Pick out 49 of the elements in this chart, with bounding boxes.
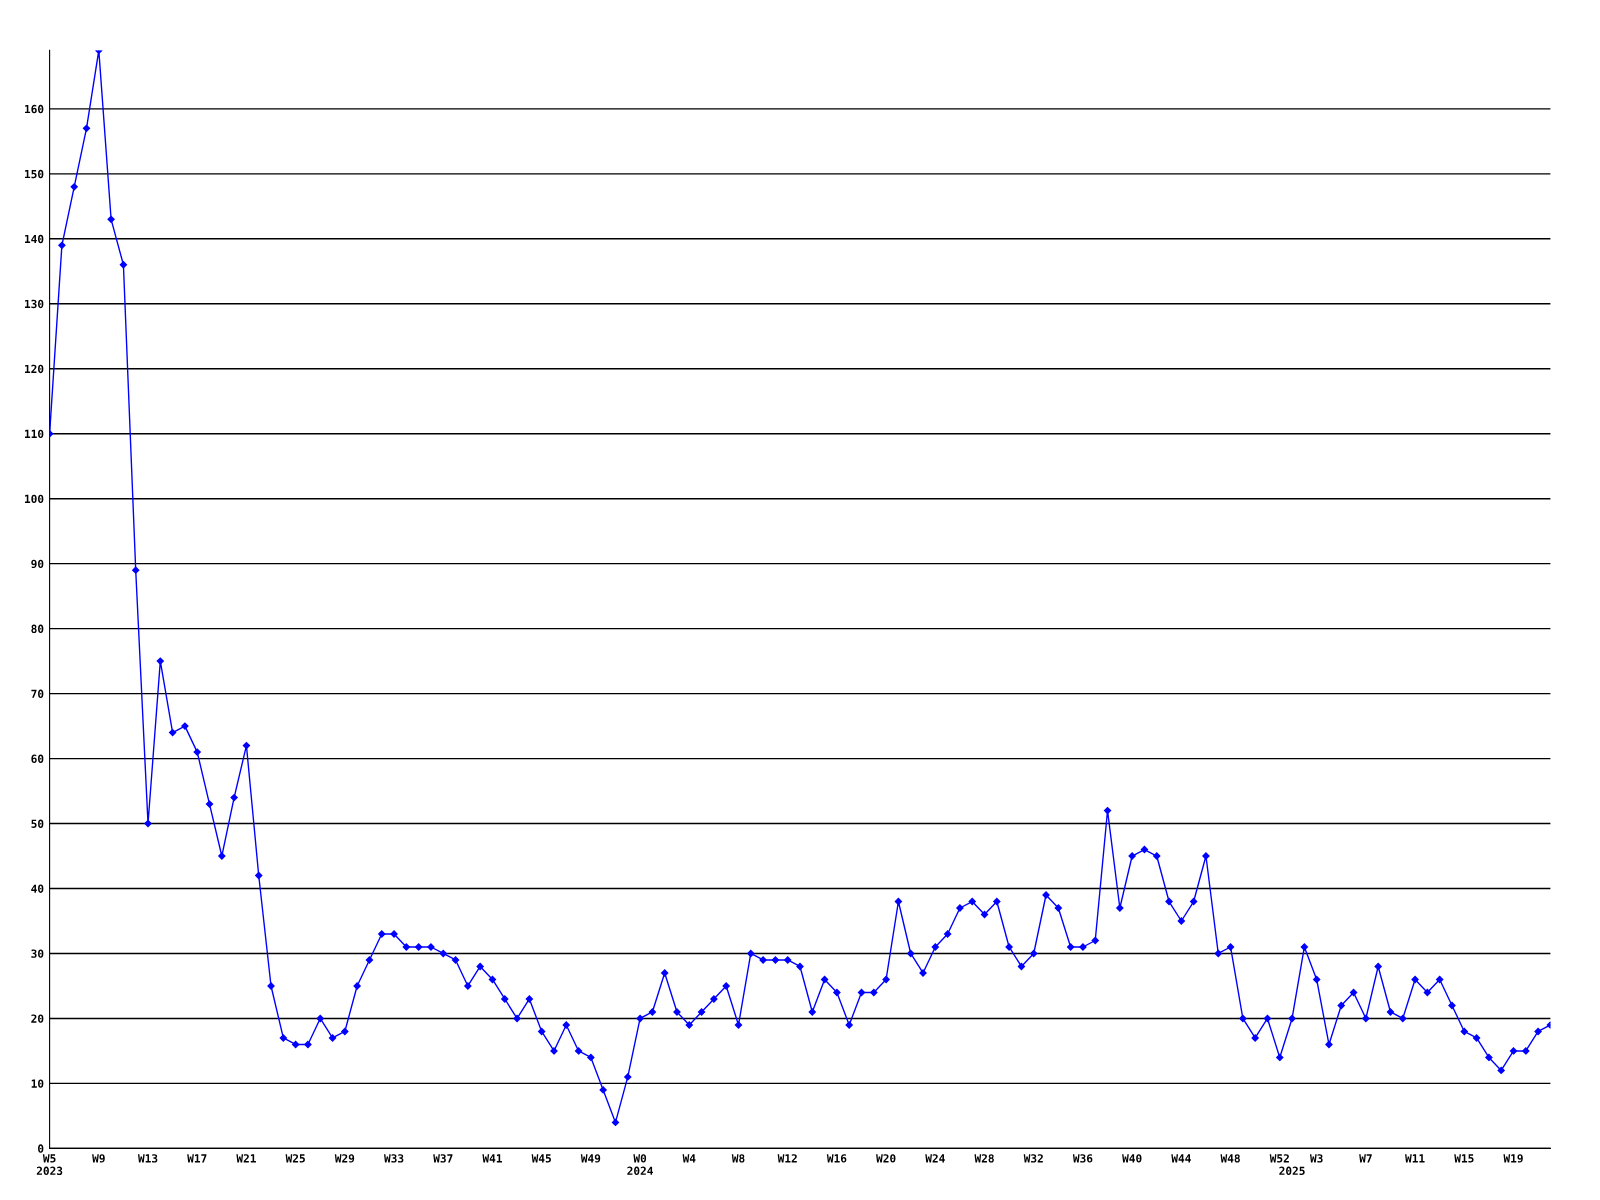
x-tick-label: W7 [1359, 1154, 1372, 1163]
x-tick-label: W20 [876, 1154, 896, 1163]
x-tick-label: W12 [777, 1154, 797, 1163]
y-tick-label: 40 [31, 884, 44, 893]
x-tick-label: W44 [1171, 1154, 1191, 1163]
x-tick-label: W21 [236, 1154, 256, 1163]
x-tick-label: W15 [1454, 1154, 1474, 1163]
y-tick-label: 140 [25, 234, 44, 244]
y-tick-label: 90 [31, 559, 44, 569]
x-tick-label: W13 [137, 1154, 158, 1163]
y-tick-label: 120 [25, 364, 44, 374]
y-tick-label: 20 [31, 1014, 44, 1023]
x-tick-label: W25 [285, 1154, 305, 1163]
x-tick-label: W32 [1023, 1154, 1043, 1163]
y-tick-label: 60 [31, 754, 44, 763]
x-tick-label: W37 [433, 1154, 453, 1163]
x-tick-label: 2025 [1279, 1166, 1305, 1175]
y-tick-label: 150 [25, 169, 44, 179]
x-tick-label: W17 [187, 1154, 207, 1163]
y-tick-label: 110 [25, 429, 44, 439]
y-tick-label: 130 [25, 299, 44, 309]
x-tick-label: W24 [925, 1154, 945, 1163]
x-tick-label: W9 [92, 1154, 105, 1163]
x-tick-label: W49 [580, 1154, 601, 1163]
y-tick-label: 10 [31, 1079, 44, 1088]
y-tick-label: 30 [31, 949, 44, 958]
y-tick-label: 160 [25, 104, 44, 114]
x-tick-label: W41 [482, 1154, 502, 1163]
x-tick-label: W29 [334, 1154, 355, 1163]
x-tick-label: W48 [1220, 1154, 1240, 1163]
x-tick-label: W11 [1405, 1154, 1425, 1163]
x-tick-label: W33 [384, 1154, 404, 1163]
x-tick-label: W16 [826, 1154, 847, 1163]
y-tick-label: 50 [31, 819, 44, 828]
x-tick-label: W0 2024 [627, 1154, 653, 1175]
y-tick-label: 80 [31, 624, 44, 634]
x-tick-label: W4 [682, 1154, 696, 1163]
x-tick-label: W45 [531, 1154, 551, 1163]
y-tick-label: 0 [38, 1144, 44, 1153]
x-tick-label: W52 [1269, 1154, 1289, 1163]
x-tick-label: W36 [1072, 1154, 1093, 1163]
y-tick-label: 70 [31, 689, 44, 698]
x-tick-label: W28 [974, 1154, 994, 1163]
x-tick-label: W5 2023 [36, 1154, 63, 1175]
y-tick-label: 100 [25, 494, 44, 504]
x-tick-label: W19 [1503, 1154, 1523, 1163]
x-tick-label: W3 [1309, 1154, 1323, 1163]
x-tick-label: W40 [1122, 1154, 1142, 1163]
x-tick-label: W8 [731, 1154, 745, 1163]
